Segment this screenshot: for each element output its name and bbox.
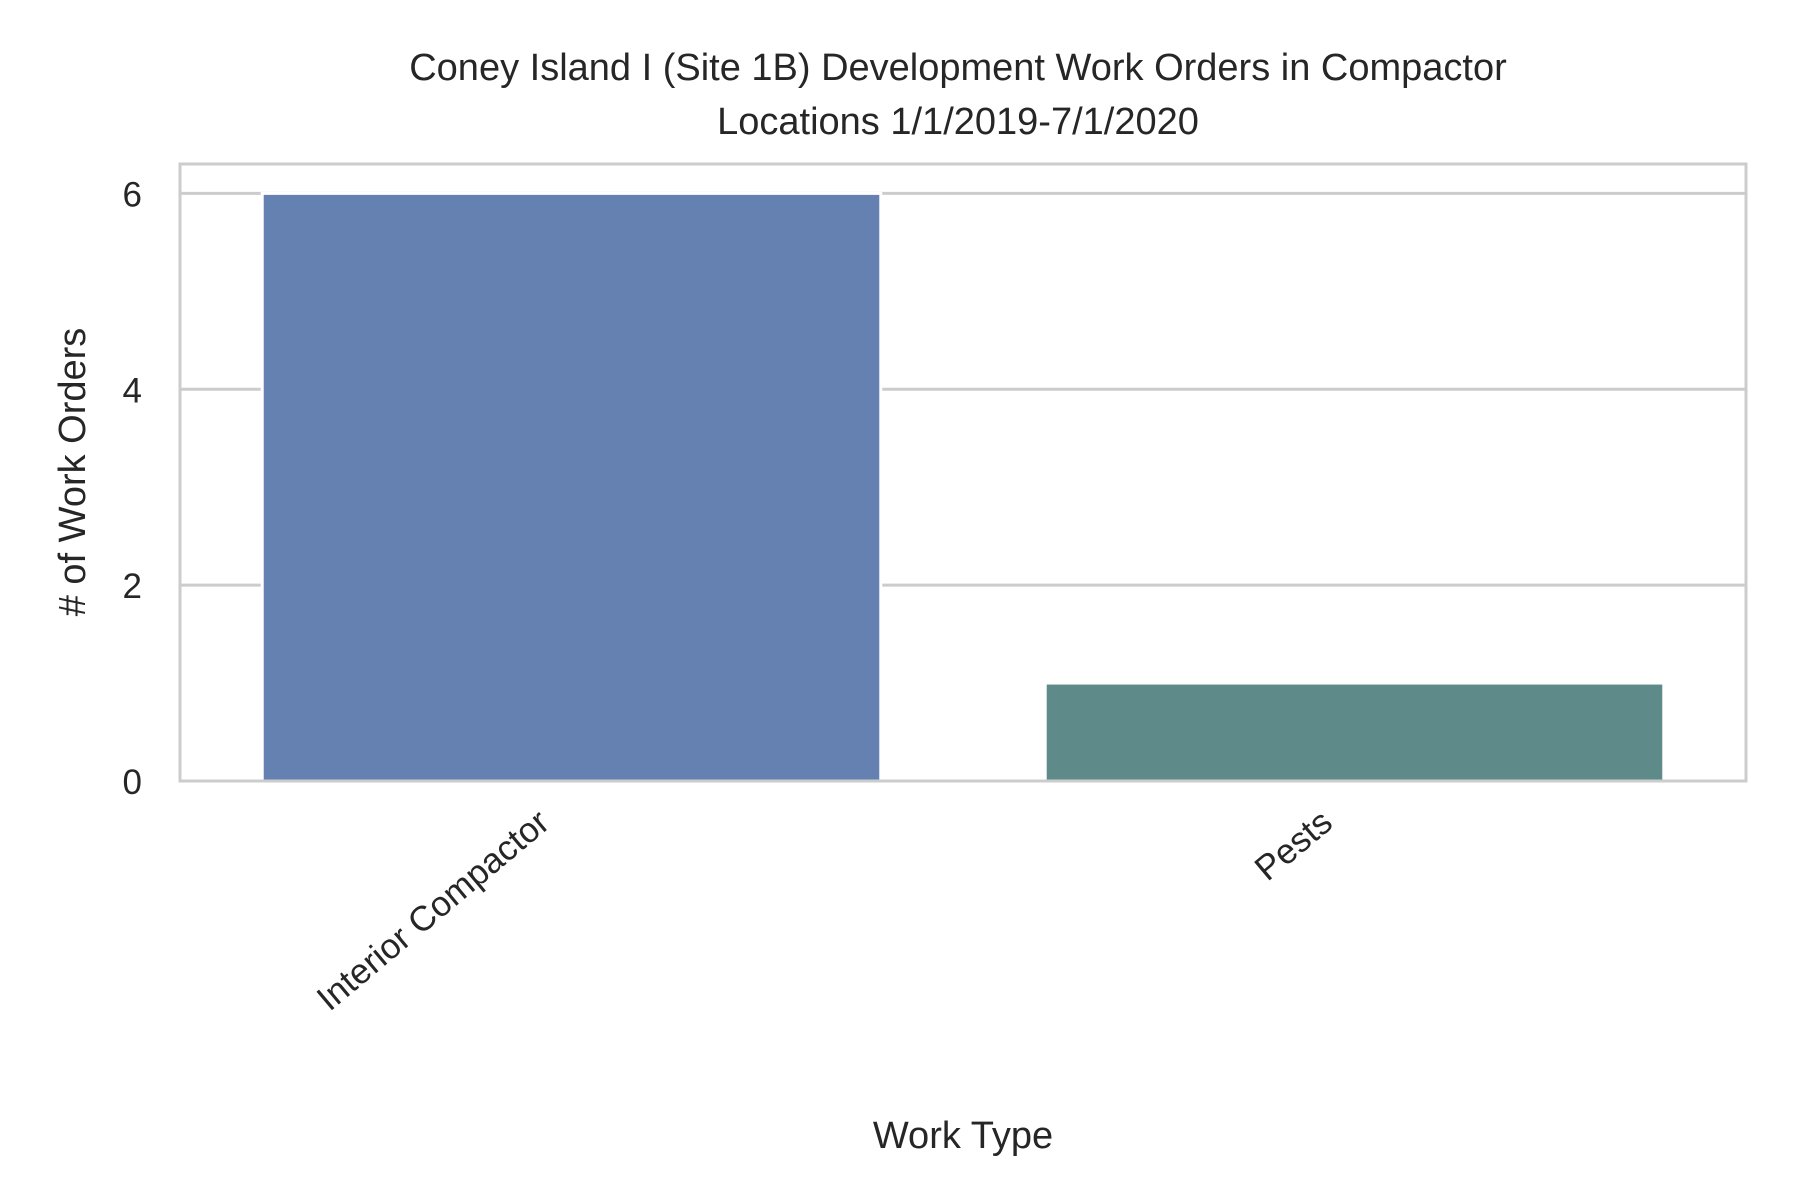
y-tick-label-4: 4 [123,371,142,410]
chart-title-line-2: Locations 1/1/2019-7/1/2020 [717,101,1199,143]
chart-title-line-1: Coney Island I (Site 1B) Development Wor… [409,47,1507,89]
plot-frame [178,162,1748,783]
y-tick-label-2: 2 [123,567,142,606]
y-tick-label-6: 6 [123,175,142,214]
x-axis-label: Work Type [873,1115,1053,1157]
y-axis-label: # of Work Orders [52,328,94,617]
y-axis-ticks: 0 2 4 6 [123,175,142,802]
bars [260,191,1666,783]
y-tick-label-0: 0 [123,763,142,802]
bar-interior-compactor [260,191,883,783]
bar-pests [1043,681,1666,783]
